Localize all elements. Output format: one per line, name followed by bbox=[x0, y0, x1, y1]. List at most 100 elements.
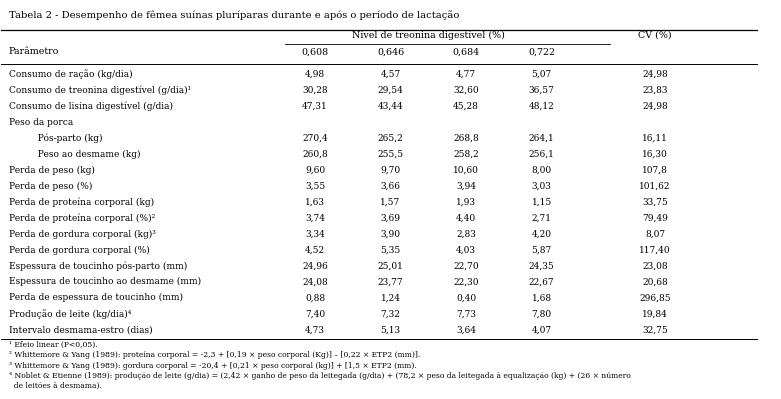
Text: 32,60: 32,60 bbox=[453, 86, 479, 95]
Text: 43,44: 43,44 bbox=[378, 102, 404, 111]
Text: 23,08: 23,08 bbox=[642, 261, 668, 271]
Text: 0,88: 0,88 bbox=[305, 293, 325, 302]
Text: 5,13: 5,13 bbox=[380, 325, 401, 334]
Text: 45,28: 45,28 bbox=[453, 102, 479, 111]
Text: Perda de gordura corporal (%): Perda de gordura corporal (%) bbox=[9, 245, 150, 255]
Text: 0,722: 0,722 bbox=[528, 47, 555, 56]
Text: 3,03: 3,03 bbox=[532, 182, 551, 191]
Text: Espessura de toucinho pós-parto (mm): Espessura de toucinho pós-parto (mm) bbox=[9, 261, 187, 271]
Text: 264,1: 264,1 bbox=[529, 134, 555, 143]
Text: 0,646: 0,646 bbox=[377, 47, 405, 56]
Text: ³ Whittemore & Yang (1989): gordura corporal = -20,4 + [0,21 × peso corporal (kg: ³ Whittemore & Yang (1989): gordura corp… bbox=[9, 361, 417, 369]
Text: 4,73: 4,73 bbox=[305, 325, 325, 334]
Text: de leitões à desmama).: de leitões à desmama). bbox=[9, 382, 102, 390]
Text: 268,8: 268,8 bbox=[453, 134, 479, 143]
Text: 2,83: 2,83 bbox=[456, 229, 476, 239]
Text: 24,98: 24,98 bbox=[642, 102, 668, 111]
Text: 16,30: 16,30 bbox=[642, 150, 668, 159]
Text: 3,94: 3,94 bbox=[456, 182, 476, 191]
Text: 3,74: 3,74 bbox=[305, 213, 325, 223]
Text: Perda de proteína corporal (%)²: Perda de proteína corporal (%)² bbox=[9, 213, 155, 223]
Text: 9,60: 9,60 bbox=[305, 166, 325, 175]
Text: ² Whittemore & Yang (1989): proteína corporal = -2,3 + [0,19 × peso corporal (Kg: ² Whittemore & Yang (1989): proteína cor… bbox=[9, 351, 420, 359]
Text: 0,608: 0,608 bbox=[301, 47, 329, 56]
Text: 25,01: 25,01 bbox=[378, 261, 404, 271]
Text: 36,57: 36,57 bbox=[529, 86, 555, 95]
Text: 7,40: 7,40 bbox=[305, 309, 325, 318]
Text: 5,87: 5,87 bbox=[532, 245, 552, 255]
Text: 3,66: 3,66 bbox=[380, 182, 401, 191]
Text: 30,28: 30,28 bbox=[302, 86, 328, 95]
Text: Parâmetro: Parâmetro bbox=[9, 47, 59, 56]
Text: 32,75: 32,75 bbox=[642, 325, 668, 334]
Text: 3,90: 3,90 bbox=[380, 229, 401, 239]
Text: 107,8: 107,8 bbox=[642, 166, 668, 175]
Text: 79,49: 79,49 bbox=[642, 213, 668, 223]
Text: Perda de gordura corporal (kg)³: Perda de gordura corporal (kg)³ bbox=[9, 229, 156, 239]
Text: CV (%): CV (%) bbox=[638, 30, 672, 40]
Text: Perda de proteína corporal (kg): Perda de proteína corporal (kg) bbox=[9, 198, 154, 207]
Text: 9,70: 9,70 bbox=[380, 166, 401, 175]
Text: 23,83: 23,83 bbox=[642, 86, 668, 95]
Text: 1,63: 1,63 bbox=[305, 198, 325, 207]
Text: Perda de espessura de toucinho (mm): Perda de espessura de toucinho (mm) bbox=[9, 293, 183, 302]
Text: 10,60: 10,60 bbox=[453, 166, 479, 175]
Text: 4,07: 4,07 bbox=[532, 325, 551, 334]
Text: 2,71: 2,71 bbox=[532, 213, 551, 223]
Text: 22,67: 22,67 bbox=[529, 277, 555, 286]
Text: Pós-parto (kg): Pós-parto (kg) bbox=[31, 134, 102, 143]
Text: 29,54: 29,54 bbox=[378, 86, 404, 95]
Text: 7,32: 7,32 bbox=[380, 309, 401, 318]
Text: 5,07: 5,07 bbox=[532, 70, 552, 79]
Text: Nível de treonina digestível (%): Nível de treonina digestível (%) bbox=[352, 30, 505, 40]
Text: 260,8: 260,8 bbox=[302, 150, 328, 159]
Text: 296,85: 296,85 bbox=[640, 293, 671, 302]
Text: 19,84: 19,84 bbox=[642, 309, 668, 318]
Text: 0,40: 0,40 bbox=[456, 293, 476, 302]
Text: 3,55: 3,55 bbox=[305, 182, 325, 191]
Text: 4,20: 4,20 bbox=[532, 229, 551, 239]
Text: 24,98: 24,98 bbox=[642, 70, 668, 79]
Text: 270,4: 270,4 bbox=[302, 134, 328, 143]
Text: 1,57: 1,57 bbox=[380, 198, 401, 207]
Text: 33,75: 33,75 bbox=[642, 198, 668, 207]
Text: 3,69: 3,69 bbox=[380, 213, 401, 223]
Text: Espessura de toucinho ao desmame (mm): Espessura de toucinho ao desmame (mm) bbox=[9, 277, 201, 286]
Text: Perda de peso (kg): Perda de peso (kg) bbox=[9, 166, 95, 175]
Text: Consumo de treonina digestível (g/dia)¹: Consumo de treonina digestível (g/dia)¹ bbox=[9, 85, 191, 95]
Text: 22,30: 22,30 bbox=[454, 277, 479, 286]
Text: 8,00: 8,00 bbox=[532, 166, 551, 175]
Text: ⁴ Noblet & Etienne (1989): produção de leite (g/dia) = (2,42 × ganho de peso da : ⁴ Noblet & Etienne (1989): produção de l… bbox=[9, 372, 631, 380]
Text: 1,93: 1,93 bbox=[456, 198, 476, 207]
Text: 101,62: 101,62 bbox=[640, 182, 671, 191]
Text: 4,03: 4,03 bbox=[456, 245, 476, 255]
Text: 117,40: 117,40 bbox=[640, 245, 671, 255]
Text: 47,31: 47,31 bbox=[302, 102, 328, 111]
Text: 5,35: 5,35 bbox=[380, 245, 401, 255]
Text: 258,2: 258,2 bbox=[453, 150, 479, 159]
Text: Peso ao desmame (kg): Peso ao desmame (kg) bbox=[31, 150, 140, 159]
Text: 22,70: 22,70 bbox=[453, 261, 479, 271]
Text: Consumo de lisina digestível (g/dia): Consumo de lisina digestível (g/dia) bbox=[9, 101, 173, 111]
Text: 4,52: 4,52 bbox=[305, 245, 325, 255]
Text: 24,35: 24,35 bbox=[529, 261, 555, 271]
Text: 1,68: 1,68 bbox=[532, 293, 551, 302]
Text: 7,80: 7,80 bbox=[532, 309, 551, 318]
Text: 3,64: 3,64 bbox=[456, 325, 476, 334]
Text: Peso da porca: Peso da porca bbox=[9, 118, 73, 127]
Text: 8,07: 8,07 bbox=[645, 229, 665, 239]
Text: Tabela 2 - Desempenho de fêmea suínas pluríparas durante e após o período de lac: Tabela 2 - Desempenho de fêmea suínas pl… bbox=[9, 10, 459, 20]
Text: 1,15: 1,15 bbox=[532, 198, 552, 207]
Text: 4,40: 4,40 bbox=[456, 213, 476, 223]
Text: 4,57: 4,57 bbox=[380, 70, 401, 79]
Text: 256,1: 256,1 bbox=[529, 150, 555, 159]
Text: 1,24: 1,24 bbox=[380, 293, 401, 302]
Text: 255,5: 255,5 bbox=[377, 150, 404, 159]
Text: 16,11: 16,11 bbox=[642, 134, 668, 143]
Text: 48,12: 48,12 bbox=[529, 102, 555, 111]
Text: Consumo de ração (kg/dia): Consumo de ração (kg/dia) bbox=[9, 69, 133, 79]
Text: Intervalo desmama-estro (dias): Intervalo desmama-estro (dias) bbox=[9, 325, 152, 334]
Text: 20,68: 20,68 bbox=[642, 277, 668, 286]
Text: 24,08: 24,08 bbox=[302, 277, 328, 286]
Text: 4,98: 4,98 bbox=[305, 70, 325, 79]
